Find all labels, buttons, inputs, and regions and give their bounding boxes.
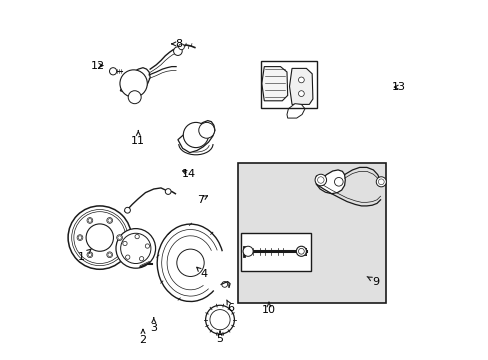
- Circle shape: [178, 44, 184, 50]
- Text: 8: 8: [171, 39, 182, 49]
- Circle shape: [183, 122, 208, 148]
- Circle shape: [128, 91, 141, 104]
- Text: 7: 7: [197, 195, 207, 205]
- Circle shape: [296, 246, 306, 256]
- Circle shape: [139, 257, 143, 261]
- Circle shape: [135, 234, 139, 239]
- Circle shape: [375, 177, 386, 187]
- Circle shape: [120, 70, 147, 97]
- Text: 3: 3: [150, 318, 157, 333]
- Text: 6: 6: [226, 300, 234, 313]
- Circle shape: [116, 229, 155, 268]
- Circle shape: [205, 305, 234, 334]
- Circle shape: [334, 177, 343, 186]
- Text: 1: 1: [78, 249, 91, 262]
- Circle shape: [121, 233, 151, 264]
- Circle shape: [199, 122, 214, 138]
- Circle shape: [87, 217, 93, 223]
- Polygon shape: [120, 68, 150, 94]
- Circle shape: [87, 252, 93, 258]
- Circle shape: [314, 174, 326, 186]
- Circle shape: [109, 68, 117, 75]
- Polygon shape: [286, 104, 305, 118]
- Circle shape: [106, 217, 112, 223]
- Polygon shape: [289, 68, 312, 104]
- Circle shape: [88, 253, 91, 257]
- Circle shape: [165, 189, 171, 194]
- Circle shape: [209, 310, 230, 330]
- Circle shape: [173, 47, 182, 55]
- Circle shape: [298, 91, 304, 96]
- Circle shape: [125, 255, 130, 259]
- Text: 12: 12: [90, 60, 104, 71]
- Circle shape: [177, 249, 204, 276]
- Circle shape: [124, 207, 130, 213]
- Polygon shape: [178, 121, 215, 153]
- Circle shape: [86, 224, 113, 251]
- Circle shape: [298, 77, 304, 83]
- Circle shape: [145, 244, 149, 248]
- Circle shape: [106, 252, 112, 258]
- Polygon shape: [315, 170, 345, 194]
- Circle shape: [77, 235, 82, 240]
- Circle shape: [122, 241, 127, 246]
- Circle shape: [117, 235, 122, 240]
- Text: 4: 4: [196, 267, 207, 279]
- Bar: [238, 163, 385, 303]
- Text: 2: 2: [139, 329, 146, 345]
- Circle shape: [243, 246, 253, 256]
- Circle shape: [108, 219, 111, 222]
- Circle shape: [68, 206, 131, 269]
- Text: 14: 14: [181, 168, 195, 179]
- Circle shape: [108, 253, 111, 257]
- Text: 11: 11: [131, 131, 145, 146]
- Text: 5: 5: [216, 331, 223, 344]
- Bar: [260, 61, 316, 108]
- Text: 9: 9: [366, 276, 379, 287]
- Circle shape: [118, 236, 121, 239]
- Bar: [241, 233, 310, 271]
- Circle shape: [78, 236, 81, 239]
- Text: 13: 13: [391, 82, 406, 92]
- Text: 10: 10: [262, 302, 275, 315]
- Circle shape: [88, 219, 91, 222]
- Polygon shape: [261, 67, 287, 101]
